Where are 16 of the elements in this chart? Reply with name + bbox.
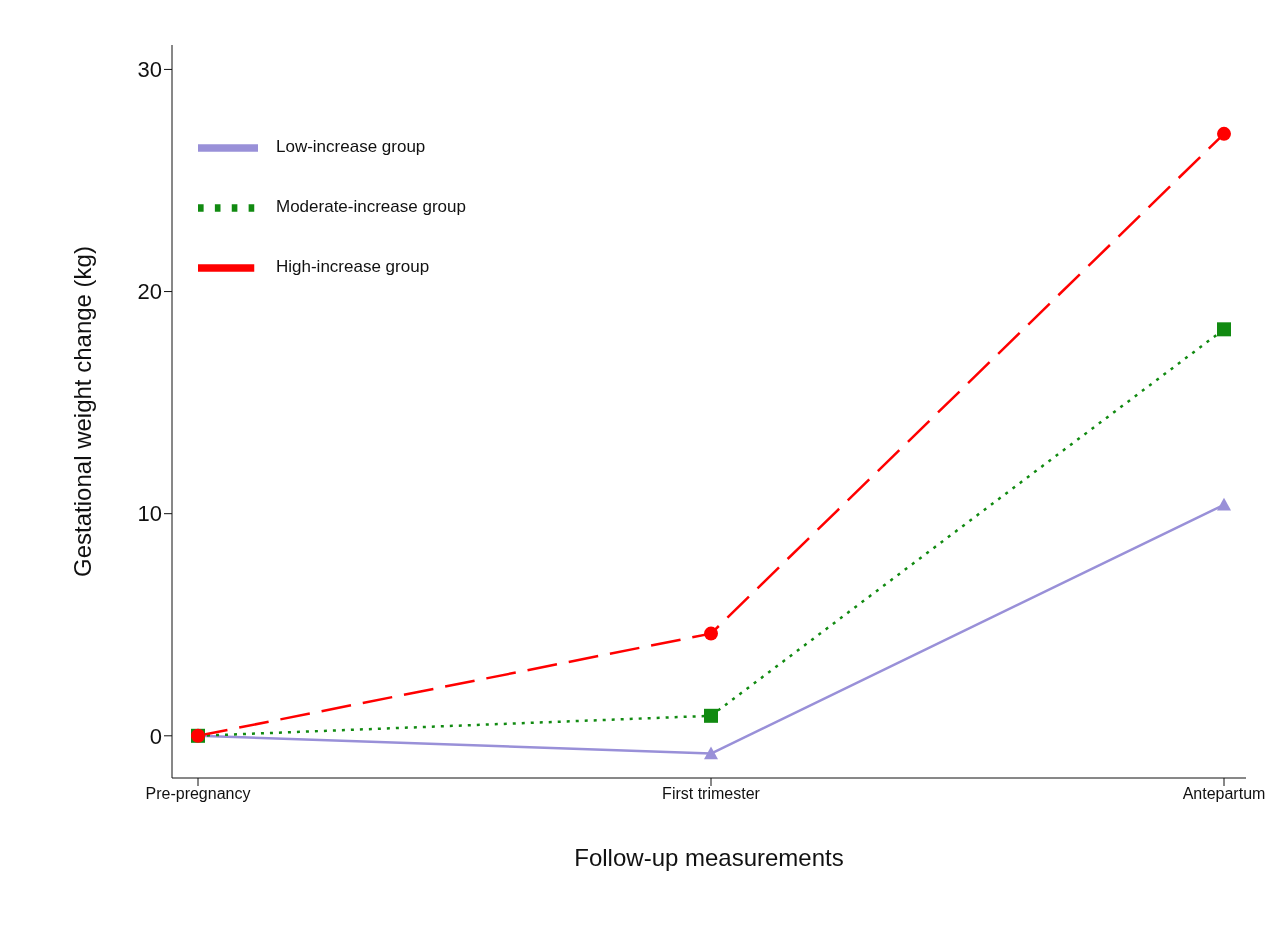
y-axis-title: Gestational weight change (kg) xyxy=(68,246,96,577)
point xyxy=(1217,126,1231,141)
x-tick-label: Pre-pregnancy xyxy=(145,785,251,803)
legend-label: Moderate-increase group xyxy=(276,197,466,217)
legend-label: Low-increase group xyxy=(276,137,426,157)
y-tick-label: 20 xyxy=(137,279,162,305)
point xyxy=(704,626,718,641)
x-tick-label: First trimester xyxy=(662,785,761,803)
y-tick-label: 30 xyxy=(137,57,162,83)
y-tick-label: 0 xyxy=(149,723,162,749)
point xyxy=(1217,322,1231,337)
legend-label: High-increase group xyxy=(276,257,430,277)
x-tick-label: Antepartum xyxy=(1182,785,1266,803)
x-axis-title: Follow-up measurements xyxy=(574,844,844,871)
y-tick-label: 10 xyxy=(137,501,162,527)
point xyxy=(704,708,718,723)
